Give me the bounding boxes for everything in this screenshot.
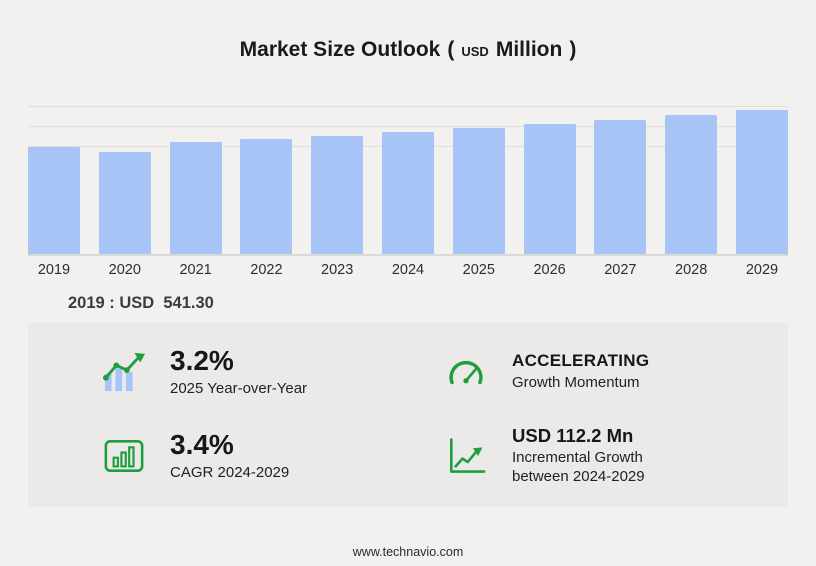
title-main: Market Size Outlook: [239, 38, 441, 61]
plot-area: [28, 104, 788, 256]
bars-row: [28, 104, 788, 256]
bar-column: [98, 152, 151, 254]
title-unit-currency: USD: [461, 44, 489, 59]
stat-cagr-value: 3.4%: [170, 428, 234, 460]
incremental-growth-icon: [442, 437, 490, 475]
stat-momentum-value: ACCELERATING: [512, 351, 650, 371]
stat-momentum-label: Growth Momentum: [512, 373, 640, 391]
footer-url: www.technavio.com: [352, 545, 464, 559]
bar-column: [240, 139, 293, 254]
gridline: [28, 106, 788, 107]
bar-2027: [594, 120, 647, 254]
x-tick-label: 2021: [179, 262, 212, 278]
bar-2019: [28, 147, 80, 254]
stat-yoy-label: 2025 Year-over-Year: [170, 380, 308, 398]
bar-2023: [311, 136, 364, 254]
stat-yoy: 3.2% 2025 Year-over-Year: [28, 345, 408, 399]
bar-column: [523, 124, 576, 254]
x-axis-labels: 2019 2020 2021 2022 2023 2024 2025 2026 2027 2028…: [28, 262, 788, 278]
bar-column: [311, 136, 364, 254]
yoy-bar-trend-icon: [100, 351, 148, 393]
market-size-infographic: Market Size Outlook ( USD Million ) 2019…: [0, 38, 816, 566]
bar-column: [665, 115, 718, 254]
bar-column: [594, 120, 647, 254]
bar-2022: [240, 139, 293, 254]
x-tick-label: 2029: [745, 262, 779, 278]
bar-2020: [98, 152, 151, 254]
gridline: [28, 126, 788, 127]
stat-incremental-value: USD 112.2 Mn: [512, 424, 634, 446]
bar-column: [735, 110, 788, 254]
stat-cagr: 3.4% CAGR 2024-2029: [28, 425, 408, 487]
stats-panel: 3.2% 2025 Year-over-Year ACCELERATING Gr…: [28, 323, 788, 507]
cagr-chart-icon: [100, 437, 148, 475]
x-tick-label: 2019: [37, 262, 71, 278]
bar-2026: [523, 124, 576, 254]
x-tick-label: 2025: [462, 262, 495, 278]
bar-column: [28, 147, 80, 254]
base-year-value: 2019 : USD 541.30: [68, 294, 214, 312]
x-tick-label: 2023: [321, 262, 354, 278]
speedometer-icon: [442, 354, 490, 390]
stat-incremental: USD 112.2 Mn Incremental Growth between …: [408, 425, 788, 487]
bar-2029: [735, 110, 788, 254]
x-tick-label: 2028: [675, 262, 708, 278]
stat-momentum: ACCELERATING Growth Momentum: [408, 345, 788, 399]
bar-2021: [169, 142, 222, 254]
x-tick-label: 2022: [250, 262, 283, 278]
bar-2028: [665, 115, 718, 254]
bar-column: [452, 128, 505, 254]
title-unit: Million: [495, 38, 563, 61]
title-paren-open: (: [447, 38, 455, 61]
bar-chart: 2019 2020 2021 2022 2023 2024 2025 2026 2027 2028…: [28, 104, 788, 278]
stat-yoy-value: 3.2%: [170, 345, 234, 376]
bar-column: [169, 142, 222, 254]
x-tick-label: 2027: [604, 262, 637, 278]
bar-2024: [381, 132, 434, 254]
x-tick-label: 2024: [391, 262, 425, 278]
bar-2025: [452, 128, 505, 254]
page-title: Market Size Outlook ( USD Million ): [0, 38, 816, 62]
x-tick-label: 2020: [108, 262, 141, 278]
bar-column: [381, 132, 434, 254]
title-paren-close: ): [569, 38, 577, 61]
x-tick-label: 2026: [533, 262, 566, 278]
stat-cagr-label: CAGR 2024-2029: [170, 464, 290, 482]
stat-incremental-label: Incremental Growth between 2024-2029: [512, 449, 645, 485]
